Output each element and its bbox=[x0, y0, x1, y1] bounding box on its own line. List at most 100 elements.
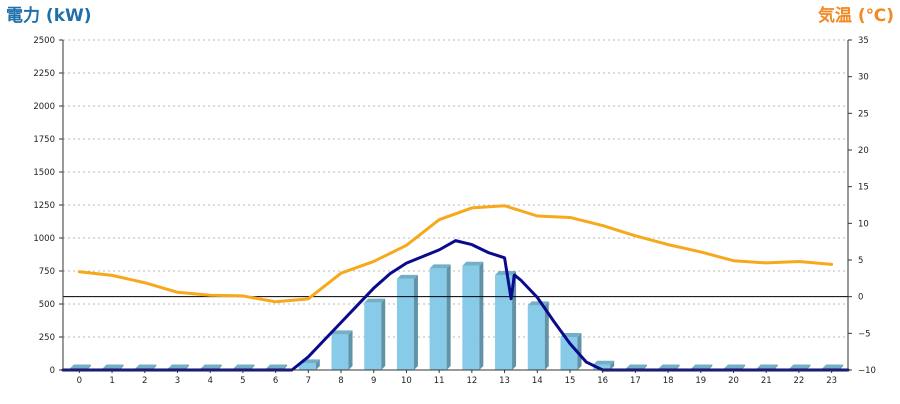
left-tick-label: 250 bbox=[39, 333, 55, 343]
left-tick-label: 1000 bbox=[33, 234, 55, 244]
tick-labels: 02505007501000125015001750200022502500−1… bbox=[33, 36, 876, 386]
bar bbox=[364, 298, 386, 370]
x-tick-label: 22 bbox=[794, 376, 805, 386]
bar bbox=[593, 360, 615, 370]
bar-side bbox=[381, 298, 386, 370]
bar bbox=[495, 270, 517, 370]
bar-top bbox=[364, 298, 386, 303]
bar-front bbox=[396, 278, 414, 370]
bar-top bbox=[396, 274, 418, 279]
bar-top bbox=[822, 364, 844, 369]
left-tick-label: 1500 bbox=[33, 168, 55, 178]
bar bbox=[429, 264, 451, 370]
bar-side bbox=[610, 360, 615, 370]
left-tick-label: 1750 bbox=[33, 135, 55, 145]
bar-front bbox=[429, 268, 447, 370]
x-tick-label: 11 bbox=[434, 376, 445, 386]
right-tick-label: 15 bbox=[858, 183, 869, 193]
bar-front bbox=[593, 364, 611, 370]
bar-top bbox=[625, 364, 647, 369]
right-tick-label: 20 bbox=[858, 146, 869, 156]
bar-top bbox=[724, 364, 746, 369]
right-tick-label: 30 bbox=[858, 73, 869, 83]
bar-front bbox=[462, 265, 480, 370]
x-tick-label: 18 bbox=[663, 376, 674, 386]
bar-side bbox=[512, 270, 517, 370]
right-axis-title: 気温 (℃) bbox=[817, 6, 894, 26]
bar-top bbox=[102, 364, 124, 369]
bar-top bbox=[233, 364, 255, 369]
bar-top bbox=[658, 364, 680, 369]
left-tick-label: 500 bbox=[39, 300, 55, 310]
x-tick-label: 23 bbox=[826, 376, 837, 386]
x-tick-label: 8 bbox=[338, 376, 343, 386]
bar-side bbox=[348, 330, 353, 370]
right-tick-label: 0 bbox=[858, 293, 863, 303]
bar-top bbox=[462, 261, 484, 266]
bar-front bbox=[364, 302, 382, 370]
bar bbox=[396, 274, 418, 370]
bar-side bbox=[544, 301, 549, 370]
left-tick-label: 2000 bbox=[33, 102, 55, 112]
bar-top bbox=[69, 364, 91, 369]
x-tick-label: 9 bbox=[371, 376, 376, 386]
bar-front bbox=[331, 334, 349, 370]
right-tick-label: 5 bbox=[858, 256, 863, 266]
power-line bbox=[61, 239, 850, 372]
x-tick-label: 21 bbox=[761, 376, 772, 386]
x-tick-label: 20 bbox=[728, 376, 739, 386]
left-tick-label: 2500 bbox=[33, 36, 55, 46]
right-tick-label: 25 bbox=[858, 109, 869, 119]
x-tick-label: 10 bbox=[401, 376, 412, 386]
bar-side bbox=[413, 274, 418, 370]
left-tick-label: 0 bbox=[50, 366, 55, 376]
right-tick-label: 10 bbox=[858, 219, 869, 229]
bar-top bbox=[756, 364, 778, 369]
x-tick-label: 6 bbox=[273, 376, 278, 386]
bar bbox=[331, 330, 353, 370]
right-tick-label: −10 bbox=[858, 366, 876, 376]
right-tick-label: −5 bbox=[858, 329, 871, 339]
x-tick-label: 17 bbox=[630, 376, 641, 386]
bar-series bbox=[69, 261, 844, 370]
left-tick-label: 750 bbox=[39, 267, 55, 277]
right-tick-label: 35 bbox=[858, 36, 869, 46]
line-series bbox=[61, 204, 850, 372]
x-tick-label: 19 bbox=[695, 376, 706, 386]
bar-top bbox=[429, 264, 451, 269]
x-tick-label: 12 bbox=[466, 376, 477, 386]
left-tick-label: 1250 bbox=[33, 201, 55, 211]
grid-lines bbox=[63, 39, 848, 338]
bar-top bbox=[266, 364, 288, 369]
bar-top bbox=[135, 364, 157, 369]
bar-side bbox=[479, 261, 484, 370]
bar-top bbox=[331, 330, 353, 335]
bar-front bbox=[527, 305, 545, 370]
bar-side bbox=[315, 359, 320, 370]
bar-top bbox=[200, 364, 222, 369]
bar-front bbox=[495, 274, 513, 370]
left-axis-title: 電力 (kW) bbox=[6, 6, 92, 26]
x-tick-label: 13 bbox=[499, 376, 510, 386]
x-tick-label: 3 bbox=[175, 376, 180, 386]
bar-side bbox=[577, 333, 582, 370]
x-tick-label: 2 bbox=[142, 376, 147, 386]
x-tick-label: 7 bbox=[306, 376, 311, 386]
axes bbox=[59, 39, 852, 373]
bar-front bbox=[298, 363, 316, 370]
x-tick-label: 1 bbox=[109, 376, 114, 386]
bar-top bbox=[789, 364, 811, 369]
bar-top bbox=[167, 364, 189, 369]
bar bbox=[462, 261, 484, 370]
x-tick-label: 5 bbox=[240, 376, 245, 386]
bar-top bbox=[691, 364, 713, 369]
bar bbox=[527, 301, 549, 370]
temperature-line bbox=[77, 204, 834, 304]
bar-top bbox=[593, 360, 615, 365]
bar-side bbox=[446, 264, 451, 370]
x-tick-label: 4 bbox=[207, 376, 212, 386]
x-tick-label: 0 bbox=[77, 376, 82, 386]
x-tick-label: 16 bbox=[597, 376, 608, 386]
